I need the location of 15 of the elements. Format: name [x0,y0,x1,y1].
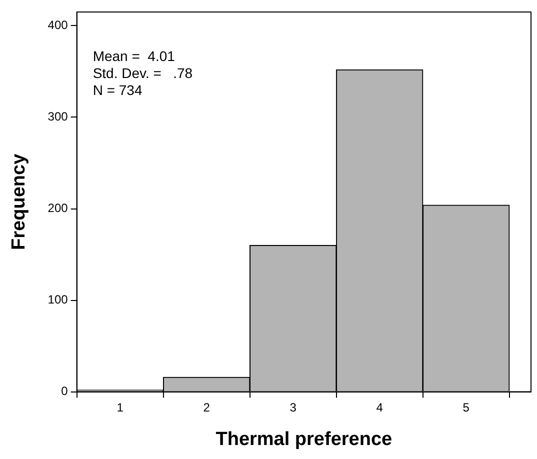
x-tick-label: 3 [290,400,297,414]
x-axis-title: Thermal preference [216,428,392,450]
x-tick-label: 2 [203,400,210,414]
x-tick-label: 4 [376,400,384,414]
y-tick-label: 200 [48,201,68,216]
y-axis-title: Frequency [8,153,30,250]
annotation: Mean = 4.01 [92,48,176,64]
y-tick-label: 300 [48,110,68,124]
x-tick-label: 1 [116,400,124,414]
x-tick-label: 5 [462,400,470,414]
y-tick-label: 100 [48,292,68,307]
y-tick-label: 400 [48,18,68,32]
y-tick-label: 0 [61,384,68,398]
annotation: N = 734 [92,82,142,98]
annotation: Std. Dev. = .78 [92,64,193,81]
